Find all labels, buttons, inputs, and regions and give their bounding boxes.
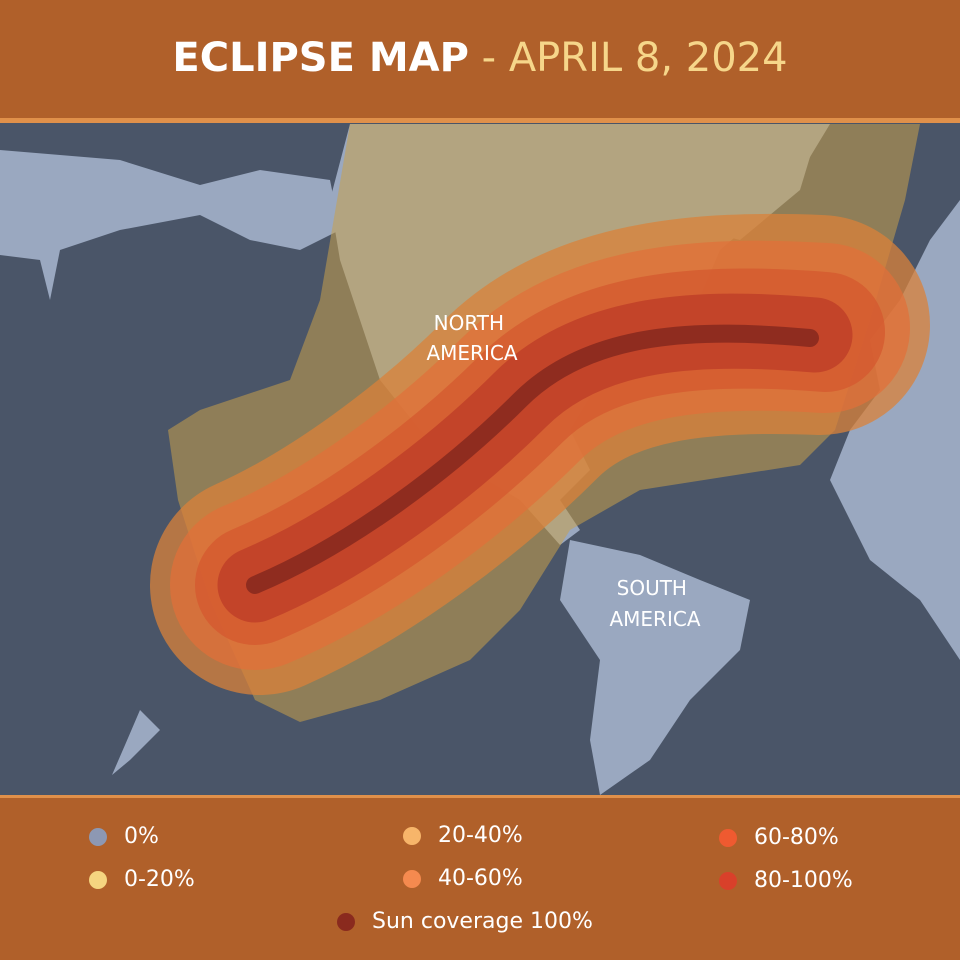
label-line: NORTH	[434, 311, 504, 335]
legend-panel	[0, 795, 960, 960]
title-separator: -	[482, 35, 496, 81]
legend-swatch	[89, 828, 107, 846]
south-america	[560, 540, 750, 795]
label-line: AMERICA	[609, 607, 700, 631]
map: NORTH AMERICA SOUTH AMERICA	[0, 123, 960, 795]
asia-east	[0, 150, 340, 300]
legend-label: 60-80%	[754, 825, 839, 850]
legend-swatch	[719, 872, 737, 890]
new-zealand	[112, 710, 160, 775]
legend-label: Sun coverage 100%	[372, 909, 593, 934]
legend-swatch	[89, 871, 107, 889]
legend-swatch	[403, 827, 421, 845]
legend-swatch	[403, 870, 421, 888]
map-label-sa: SOUTH AMERICA	[609, 576, 700, 631]
header-bar	[0, 0, 960, 120]
legend-swatch	[337, 913, 355, 931]
legend: 0% 0-20% 20-40% 40-60% 60-80% 80-100% Sun cove…	[89, 823, 853, 934]
legend-label: 20-40%	[438, 823, 523, 848]
eclipse-bands	[150, 124, 930, 722]
legend-label: 40-60%	[438, 866, 523, 891]
title-date: APRIL 8, 2024	[509, 35, 788, 81]
totality-path	[246, 324, 819, 594]
legend-rule	[0, 795, 960, 798]
title-main: ECLIPSE MAP	[172, 35, 469, 81]
label-line: SOUTH	[617, 576, 687, 600]
map-label-na: NORTH AMERICA	[426, 311, 517, 365]
legend-label: 0%	[124, 824, 159, 849]
legend-swatch	[719, 829, 737, 847]
label-line: AMERICA	[426, 341, 517, 365]
legend-label: 80-100%	[754, 868, 853, 893]
header-rule	[0, 118, 960, 123]
legend-label: 0-20%	[124, 867, 195, 892]
title: ECLIPSE MAP - APRIL 8, 2024	[172, 35, 787, 81]
